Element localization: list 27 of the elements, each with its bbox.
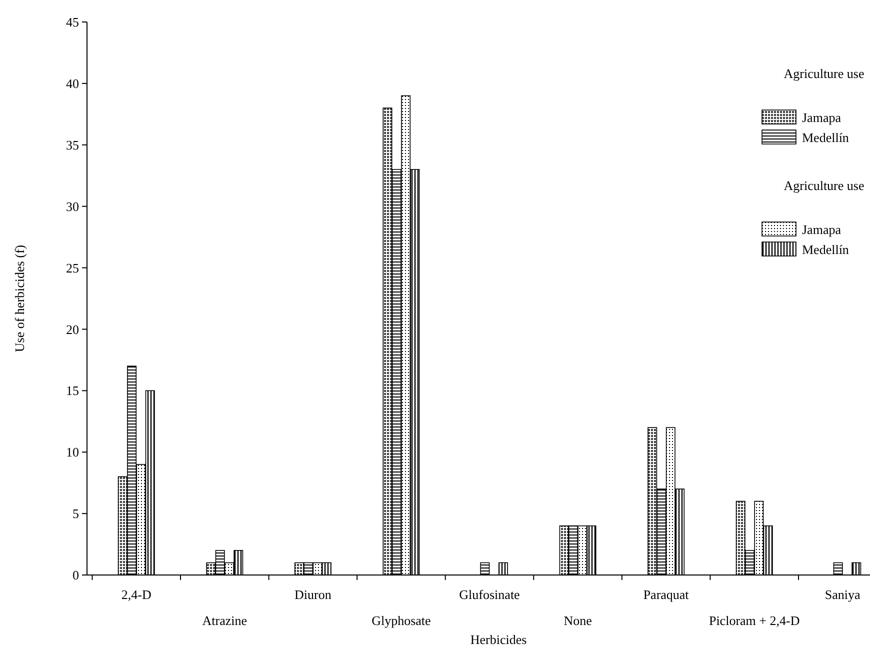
legend-title: Agriculture use <box>784 66 864 81</box>
y-tick-label: 5 <box>72 506 79 522</box>
y-tick-label: 35 <box>66 137 79 152</box>
x-tick-label: 2,4-D <box>121 587 152 602</box>
legend-label: Medellín <box>802 242 850 257</box>
y-tick-label: 0 <box>72 568 79 583</box>
legend-label: Medellín <box>802 130 850 145</box>
y-tick-label: 40 <box>66 76 79 91</box>
text: Agriculture use <box>784 178 864 193</box>
x-tick-label: Picloram + 2,4-D <box>708 613 800 628</box>
y-tick-label: 20 <box>66 322 79 337</box>
y-tick-label: 15 <box>66 383 79 398</box>
x-tick-label: Atrazine <box>202 613 248 628</box>
x-tick-label: Saniya <box>824 587 861 602</box>
y-axis-title: Use of herbicides (f) <box>12 244 27 352</box>
x-tick-label: Glyphosate <box>372 613 432 628</box>
x-tick-label: None <box>564 613 592 628</box>
x-tick-label: Diuron <box>294 587 332 602</box>
legend-label: Jamapa <box>802 222 842 237</box>
x-tick-label: Glufosinate <box>459 587 520 602</box>
x-tick-label: Paraquat <box>643 587 690 602</box>
legend-label: Jamapa <box>802 110 842 125</box>
y-tick-label: 10 <box>66 444 79 460</box>
y-tick-label: 45 <box>66 14 79 30</box>
y-tick-label: 25 <box>66 260 79 276</box>
y-tick-label: 30 <box>66 198 79 214</box>
x-axis-title: Herbicides <box>470 632 527 647</box>
